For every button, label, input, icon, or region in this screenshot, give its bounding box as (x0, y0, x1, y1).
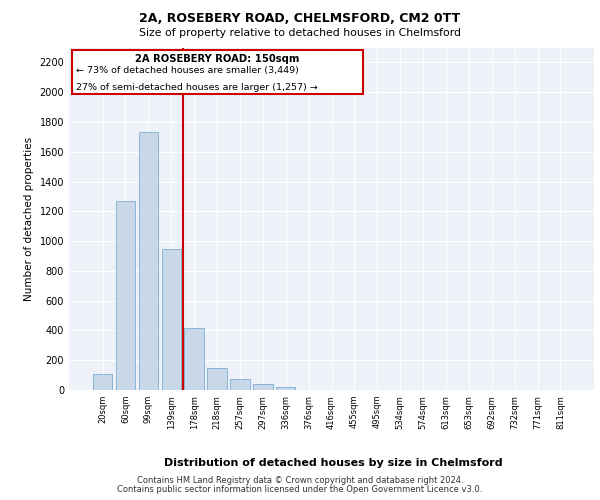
Bar (161, 248, 181, 390)
FancyBboxPatch shape (71, 50, 363, 94)
Bar (208, 368, 227, 390)
Bar (253, 384, 272, 390)
Text: Size of property relative to detached houses in Chelmsford: Size of property relative to detached ho… (139, 28, 461, 38)
Bar (184, 328, 204, 390)
Text: ← 73% of detached houses are smaller (3,449): ← 73% of detached houses are smaller (3,… (76, 66, 299, 76)
Text: 2A ROSEBERY ROAD: 150sqm: 2A ROSEBERY ROAD: 150sqm (135, 54, 299, 64)
Bar (230, 379, 250, 390)
Text: 27% of semi-detached houses are larger (1,257) →: 27% of semi-detached houses are larger (… (76, 82, 317, 92)
Bar (93, 374, 112, 390)
Y-axis label: Number of detached properties: Number of detached properties (24, 136, 34, 301)
Bar (116, 201, 135, 390)
Text: Distribution of detached houses by size in Chelmsford: Distribution of detached houses by size … (164, 458, 502, 468)
Text: Contains public sector information licensed under the Open Government Licence v3: Contains public sector information licen… (118, 485, 482, 494)
Text: Contains HM Land Registry data © Crown copyright and database right 2024.: Contains HM Land Registry data © Crown c… (137, 476, 463, 485)
Bar (139, 132, 158, 390)
Text: 2A, ROSEBERY ROAD, CHELMSFORD, CM2 0TT: 2A, ROSEBERY ROAD, CHELMSFORD, CM2 0TT (139, 12, 461, 25)
Bar (276, 386, 295, 390)
